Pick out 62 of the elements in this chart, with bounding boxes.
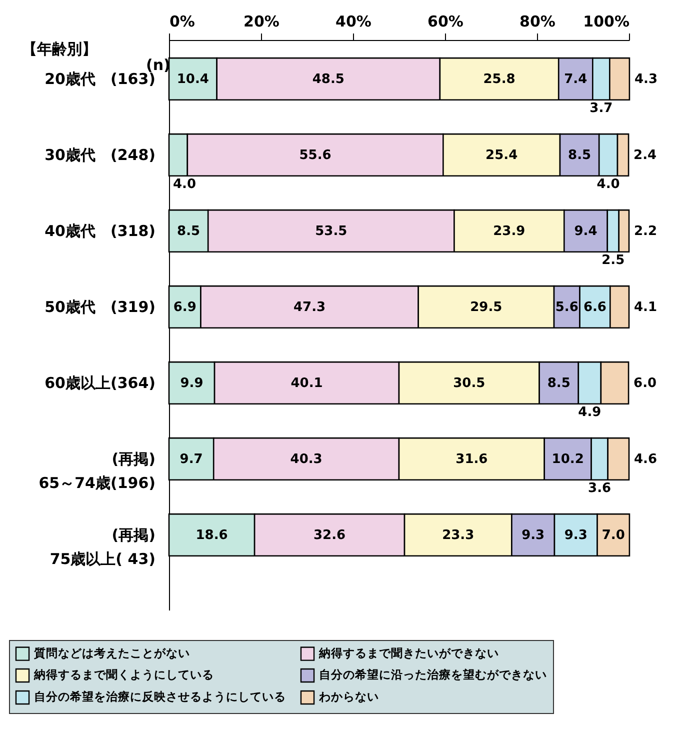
data-label: 10.4: [176, 72, 209, 87]
data-label: 40.3: [290, 452, 322, 467]
data-label: 8.5: [547, 376, 570, 391]
data-label: 7.0: [602, 528, 625, 543]
data-label: 9.7: [180, 452, 203, 467]
data-label: 47.3: [293, 300, 326, 315]
data-label: 3.7: [590, 100, 613, 116]
data-label: 23.9: [493, 224, 526, 239]
y-tick-label: 60歳以上(364): [44, 374, 156, 392]
data-label: 48.5: [312, 72, 344, 87]
legend-label: 自分の希望を治療に反映させるようにしている: [34, 690, 286, 704]
x-tick-label: 100%: [583, 12, 630, 30]
data-label: 18.6: [196, 528, 228, 543]
text: 【年齢別】: [22, 40, 97, 59]
legend-label: 納得するまで聞きたいができない: [318, 646, 499, 660]
data-label: 4.9: [578, 404, 602, 420]
y-tick-label: (再掲) 65～74歳(196): [38, 450, 156, 492]
legend-label: 質問などは考えたことがない: [33, 646, 190, 660]
x-tick-label: 40%: [336, 12, 372, 30]
data-label: 8.5: [568, 148, 592, 163]
data-label: 4.1: [634, 300, 658, 315]
data-label: 31.6: [456, 452, 488, 467]
data-label: 3.6: [588, 480, 612, 496]
data-label: 4.3: [634, 72, 658, 87]
x-tick-label: 0%: [170, 12, 195, 30]
data-label: 8.5: [177, 224, 200, 239]
y-tick-label: (再掲) 75歳以上( 43): [50, 526, 156, 568]
data-label: 53.5: [315, 224, 348, 239]
x-tick-label: 60%: [428, 12, 464, 30]
x-tick-label: 80%: [520, 12, 556, 30]
data-label: 9.4: [574, 224, 598, 239]
data-label: 4.0: [596, 176, 620, 192]
data-label: 40.1: [290, 376, 323, 391]
data-label: 9.3: [564, 528, 588, 543]
data-label: 9.9: [180, 376, 204, 391]
data-label: 4.0: [173, 176, 196, 192]
data-label: 7.4: [564, 72, 588, 87]
data-label: 55.6: [299, 148, 332, 163]
data-label: 6.6: [583, 300, 606, 315]
data-label: 6.9: [173, 300, 196, 315]
data-label: 25.8: [483, 72, 516, 87]
legend-label: 納得するまで聞くようにしている: [33, 668, 214, 682]
data-label: 2.2: [634, 224, 658, 239]
data-label: 25.4: [486, 148, 518, 163]
data-label: 2.4: [634, 148, 657, 163]
data-label: 30.5: [453, 376, 486, 391]
legend-label: 自分の希望に沿った治療を望むができない: [319, 668, 547, 682]
data-label: 2.5: [602, 252, 625, 268]
data-label: 10.2: [552, 452, 584, 467]
data-label: 23.3: [442, 528, 474, 543]
data-label: 5.6: [555, 300, 578, 315]
data-label: 4.6: [634, 452, 658, 467]
data-label: 29.5: [470, 300, 502, 315]
y-tick-label: 40歳代 (318): [44, 222, 156, 240]
data-label: 6.0: [634, 376, 657, 391]
x-tick-label: 20%: [244, 12, 280, 30]
y-tick-label: 30歳代 (248): [44, 146, 156, 164]
annotation: (n): [146, 56, 170, 74]
data-label: 9.3: [522, 528, 545, 543]
y-tick-label: 50歳代 (319): [44, 298, 156, 316]
legend-label: わからない: [318, 690, 379, 704]
data-label: 32.6: [314, 528, 346, 543]
